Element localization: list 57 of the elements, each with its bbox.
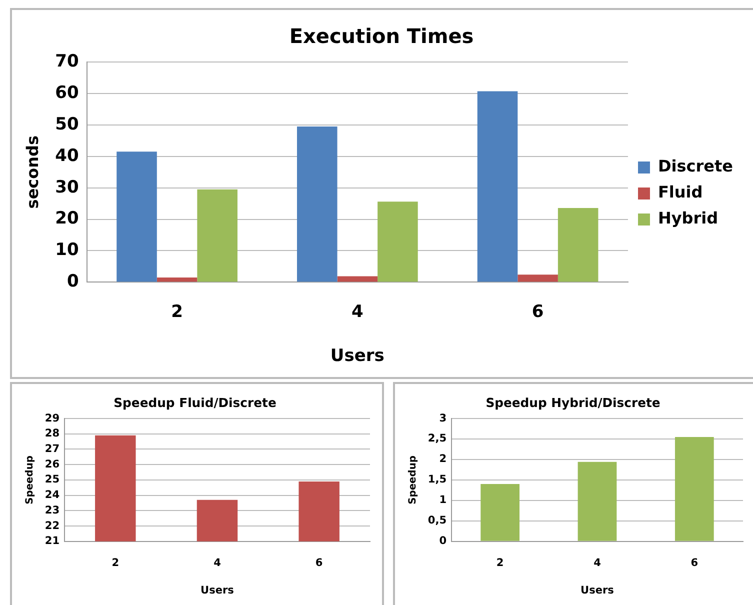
y-tick-label: 0 [439, 535, 447, 548]
legend-label: Fluid [658, 182, 703, 202]
y-tick-label: 0,5 [428, 514, 447, 527]
y-tick-label: 40 [55, 146, 80, 166]
bar [518, 274, 558, 282]
y-tick-label: 23 [44, 504, 60, 516]
y-tick-label: 28 [44, 428, 60, 440]
y-tick-label: 0 [67, 272, 80, 292]
x-tick-label: 6 [690, 556, 698, 569]
y-tick-label: 30 [55, 177, 80, 198]
bar [296, 126, 338, 282]
y-tick-label: 20 [55, 208, 80, 229]
x-tick-label: 6 [532, 302, 544, 322]
bar [477, 91, 518, 282]
y-axis-title: seconds [22, 135, 42, 209]
y-tick-label: 21 [44, 535, 60, 548]
y-tick-label: 25 [44, 474, 60, 486]
y-tick-label: 1,5 [428, 474, 447, 486]
y-tick-label: 29 [44, 412, 60, 424]
y-tick-label: 24 [44, 489, 60, 502]
x-axis-title: Users [330, 346, 384, 366]
bar [578, 462, 617, 541]
bar [378, 202, 418, 282]
y-tick-label: 2 [439, 453, 447, 466]
bar [558, 208, 598, 282]
x-tick-label: 2 [171, 302, 183, 322]
y-tick-label: 70 [55, 51, 80, 72]
y-tick-label: 26 [44, 458, 60, 470]
y-tick-label: 22 [44, 520, 60, 532]
legend-label: Discrete [658, 156, 734, 176]
legend-label: Hybrid [658, 208, 718, 228]
y-tick-label: 50 [55, 114, 80, 134]
bar [116, 152, 157, 282]
x-tick-label: 2 [496, 556, 504, 569]
x-axis-title: Users [200, 584, 234, 596]
y-tick-label: 2,5 [428, 432, 447, 445]
bar [337, 276, 378, 282]
x-tick-label: 4 [214, 556, 221, 569]
y-tick-label: 27 [44, 442, 60, 455]
chart-title: Execution Times [289, 24, 474, 48]
chart-title: Speedup Fluid/Discrete [114, 394, 276, 410]
y-tick-label: 3 [439, 412, 447, 424]
x-tick-label: 4 [594, 556, 601, 569]
bar [674, 436, 714, 541]
y-axis-title: Speedup [408, 456, 419, 504]
x-tick-label: 6 [315, 556, 323, 569]
x-tick-label: 4 [352, 302, 364, 322]
bar [480, 484, 520, 541]
y-tick-label: 10 [55, 240, 80, 260]
x-tick-label: 2 [112, 556, 120, 569]
chart-title: Speedup Hybrid/Discrete [486, 394, 660, 410]
bar [156, 277, 198, 282]
y-tick-label: 60 [55, 82, 80, 103]
x-axis-title: Users [580, 584, 614, 596]
y-axis-title: Speedup [24, 456, 36, 504]
y-tick-label: 1 [439, 494, 447, 506]
bar [197, 189, 238, 282]
